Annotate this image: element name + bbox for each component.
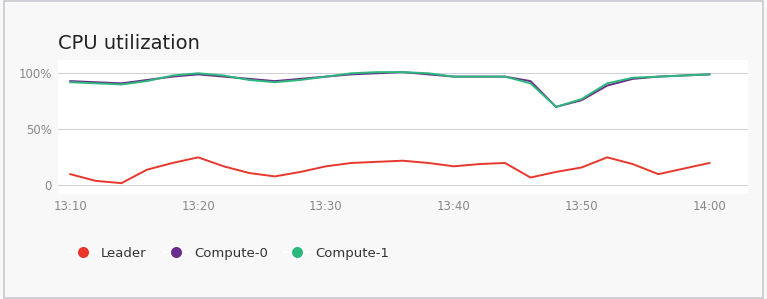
Legend: Leader, Compute-0, Compute-1: Leader, Compute-0, Compute-1 (64, 241, 395, 265)
Text: CPU utilization: CPU utilization (58, 34, 199, 53)
